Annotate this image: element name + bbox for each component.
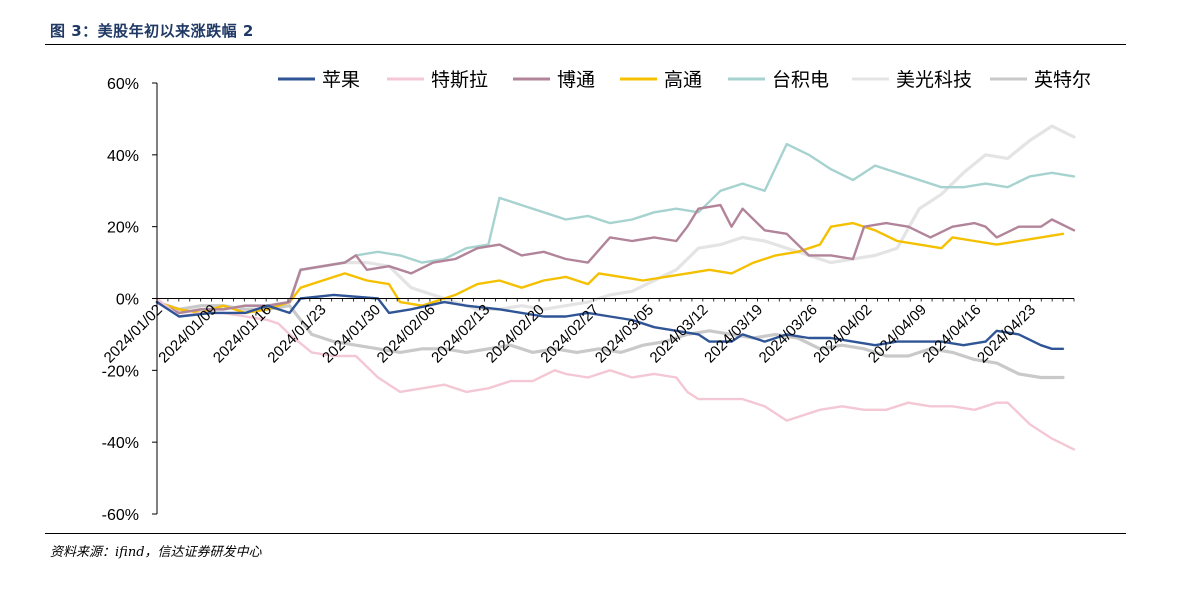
x-tick-label: 2024/04/16 bbox=[919, 301, 984, 366]
x-tick-label: 2024/04/02 bbox=[810, 301, 875, 366]
y-tick-label: -40% bbox=[102, 435, 139, 452]
x-tick-label: 2024/01/23 bbox=[264, 301, 329, 366]
y-tick-label: 20% bbox=[107, 220, 139, 237]
y-tick-label: 60% bbox=[107, 76, 139, 93]
x-tick-label: 2024/04/23 bbox=[974, 301, 1039, 366]
series-line-4 bbox=[155, 221, 1065, 315]
figure-title: 图 3：美股年初以来涨跌幅 2 bbox=[50, 22, 254, 40]
top-rule bbox=[45, 44, 1126, 45]
axes-layer: -60% -40% -20% 0% 20% 40% 60% 2024/01/02 2024/01… bbox=[101, 76, 1075, 524]
legend-label: 台积电 bbox=[772, 69, 829, 91]
legend-label: 英特尔 bbox=[1034, 69, 1091, 91]
x-tick-label: 2024/02/13 bbox=[428, 301, 493, 366]
legend-label: 高通 bbox=[664, 69, 702, 91]
x-tick-label: 2024/03/19 bbox=[701, 301, 766, 366]
bottom-rule bbox=[45, 533, 1126, 534]
x-tick-label: 2024/02/27 bbox=[537, 301, 602, 366]
y-tick-label: -20% bbox=[102, 363, 139, 380]
legend: 苹果 特斯拉 博通 高通 台积电 美光科技 英特尔 bbox=[278, 69, 1091, 91]
y-tick-label: 0% bbox=[116, 292, 139, 309]
legend-label: 美光科技 bbox=[896, 69, 972, 91]
legend-label: 苹果 bbox=[322, 69, 360, 91]
y-tick-label: 40% bbox=[107, 148, 139, 165]
x-tick-label: 2024/03/26 bbox=[756, 301, 821, 366]
series-layer bbox=[155, 124, 1076, 451]
series-line-3 bbox=[155, 203, 1076, 315]
line-chart: -60% -40% -20% 0% 20% 40% 60% 2024/01/02 2024/01… bbox=[101, 69, 1091, 524]
y-tick-label: -60% bbox=[102, 507, 139, 524]
source-note: 资料来源：ifind，信达证券研发中心 bbox=[50, 545, 262, 560]
x-tick-label: 2024/01/02 bbox=[101, 301, 166, 366]
legend-label: 特斯拉 bbox=[431, 69, 488, 91]
series-line-1 bbox=[155, 293, 1065, 350]
legend-label: 博通 bbox=[557, 69, 595, 91]
series-line-7 bbox=[155, 300, 1065, 380]
x-tick-label: 2024/03/12 bbox=[647, 301, 712, 366]
x-tick-label: 2024/03/05 bbox=[592, 301, 657, 366]
series-line-2 bbox=[155, 297, 1076, 451]
